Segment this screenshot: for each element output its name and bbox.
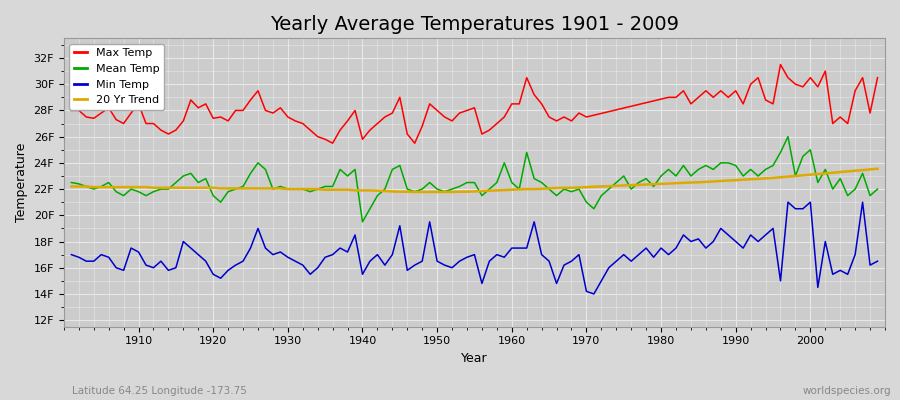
Y-axis label: Temperature: Temperature [15,143,28,222]
X-axis label: Year: Year [461,352,488,365]
Title: Yearly Average Temperatures 1901 - 2009: Yearly Average Temperatures 1901 - 2009 [270,15,679,34]
Text: Latitude 64.25 Longitude -173.75: Latitude 64.25 Longitude -173.75 [72,386,247,396]
Text: worldspecies.org: worldspecies.org [803,386,891,396]
Legend: Max Temp, Mean Temp, Min Temp, 20 Yr Trend: Max Temp, Mean Temp, Min Temp, 20 Yr Tre… [69,44,164,110]
